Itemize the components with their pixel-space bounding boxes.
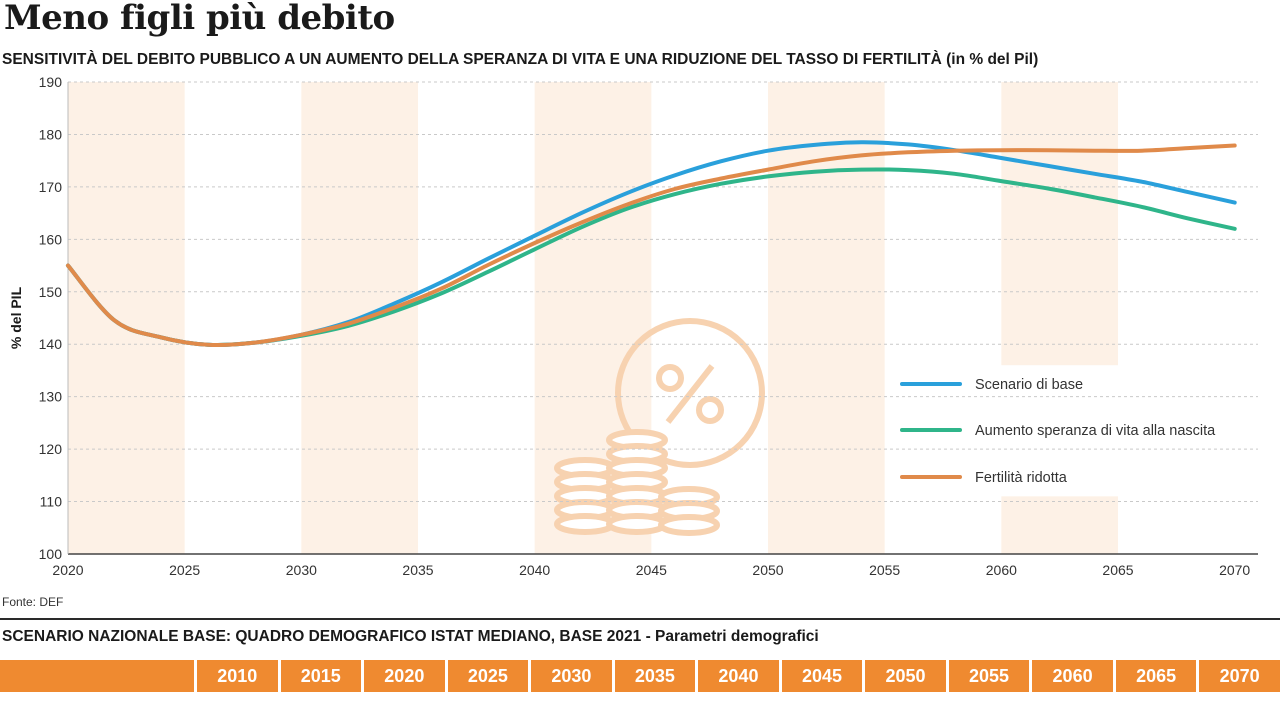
x-tick-2025: 2025 [169, 562, 200, 578]
y-tick-120: 120 [39, 441, 63, 457]
x-tick-2070: 2070 [1219, 562, 1250, 578]
year-cell-2040: 2040 [698, 660, 779, 692]
year-cell-2060: 2060 [1032, 660, 1113, 692]
percent-dot-top-icon [656, 364, 684, 392]
subtitle-unit: (in % del Pil) [946, 51, 1039, 68]
x-tick-2030: 2030 [286, 562, 317, 578]
x-tick-2045: 2045 [636, 562, 667, 578]
middle-stack-coin-6 [606, 513, 668, 535]
year-cell-2030: 2030 [531, 660, 612, 692]
x-tick-2020: 2020 [52, 562, 83, 578]
band-4-bottom [1001, 496, 1118, 554]
legend-label-fert: Fertilità ridotta [975, 470, 1068, 486]
x-axis-tick-labels: 2020 2025 2030 2035 2040 2045 2050 2055 2060 2065… [52, 562, 1250, 578]
year-cell-2010: 2010 [197, 660, 278, 692]
series-lines [66, 140, 1237, 347]
series-line-fert [66, 143, 1237, 347]
source-note: Fonte: DEF [2, 595, 64, 609]
legend-label-base: Scenario di base [975, 377, 1083, 393]
y-axis-tick-labels: 100 110 120 130 140 150 160 170 180 190 [39, 74, 63, 562]
y-tick-140: 140 [39, 336, 63, 352]
x-tick-2050: 2050 [752, 562, 783, 578]
y-tick-100: 100 [39, 546, 63, 562]
gridlines [67, 81, 1258, 555]
x-tick-2060: 2060 [986, 562, 1017, 578]
legend: Scenario di base Aumento speranza di vita… [900, 377, 1216, 486]
year-bar: 2010 2015 2020 2025 2030 2035 2040 2045 2050 2055… [0, 660, 1280, 692]
y-tick-190: 190 [39, 74, 63, 90]
right-stack-coin-2 [658, 514, 720, 536]
left-stack-coin-4 [554, 513, 616, 535]
x-tick-2035: 2035 [402, 562, 433, 578]
subtitle-text: SENSITIVITÀ DEL DEBITO PUBBLICO A UN AUM… [2, 51, 942, 68]
band-0 [68, 82, 185, 554]
year-cell-2035: 2035 [614, 660, 696, 692]
divider [0, 618, 1280, 620]
y-axis-label: % del PIL [8, 286, 24, 349]
percent-slash-icon [665, 364, 715, 424]
legend-label-life: Aumento speranza di vita alla nascita [975, 423, 1216, 439]
x-tick-2065: 2065 [1102, 562, 1133, 578]
y-tick-130: 130 [39, 389, 63, 405]
chart-title: Meno figli più debito [4, 0, 395, 38]
percent-circle-icon [615, 318, 765, 468]
year-cell-2045: 2045 [781, 660, 863, 692]
x-tick-2040: 2040 [519, 562, 550, 578]
year-cell-2025: 2025 [447, 660, 529, 692]
band-3 [768, 82, 885, 554]
percent-dot-bottom-icon [696, 396, 724, 424]
year-bar-lead [0, 660, 194, 692]
year-cell-2070: 2070 [1199, 660, 1280, 692]
y-tick-110: 110 [40, 494, 63, 510]
year-cell-2055: 2055 [948, 660, 1030, 692]
y-tick-170: 170 [39, 179, 63, 195]
chart-subtitle: SENSITIVITÀ DEL DEBITO PUBBLICO A UN AUM… [2, 51, 1038, 69]
footer-title: SCENARIO NAZIONALE BASE: QUADRO DEMOGRAF… [2, 628, 819, 645]
y-tick-150: 150 [39, 284, 63, 300]
band-4-top [1001, 82, 1118, 366]
year-cell-2050: 2050 [865, 660, 946, 692]
y-tick-180: 180 [39, 126, 63, 142]
year-cell-2015: 2015 [280, 660, 362, 692]
coins-percent-icon [554, 318, 765, 536]
year-cell-2020: 2020 [364, 660, 445, 692]
year-cell-2065: 2065 [1115, 660, 1197, 692]
y-tick-160: 160 [39, 231, 63, 247]
x-tick-2055: 2055 [869, 562, 900, 578]
